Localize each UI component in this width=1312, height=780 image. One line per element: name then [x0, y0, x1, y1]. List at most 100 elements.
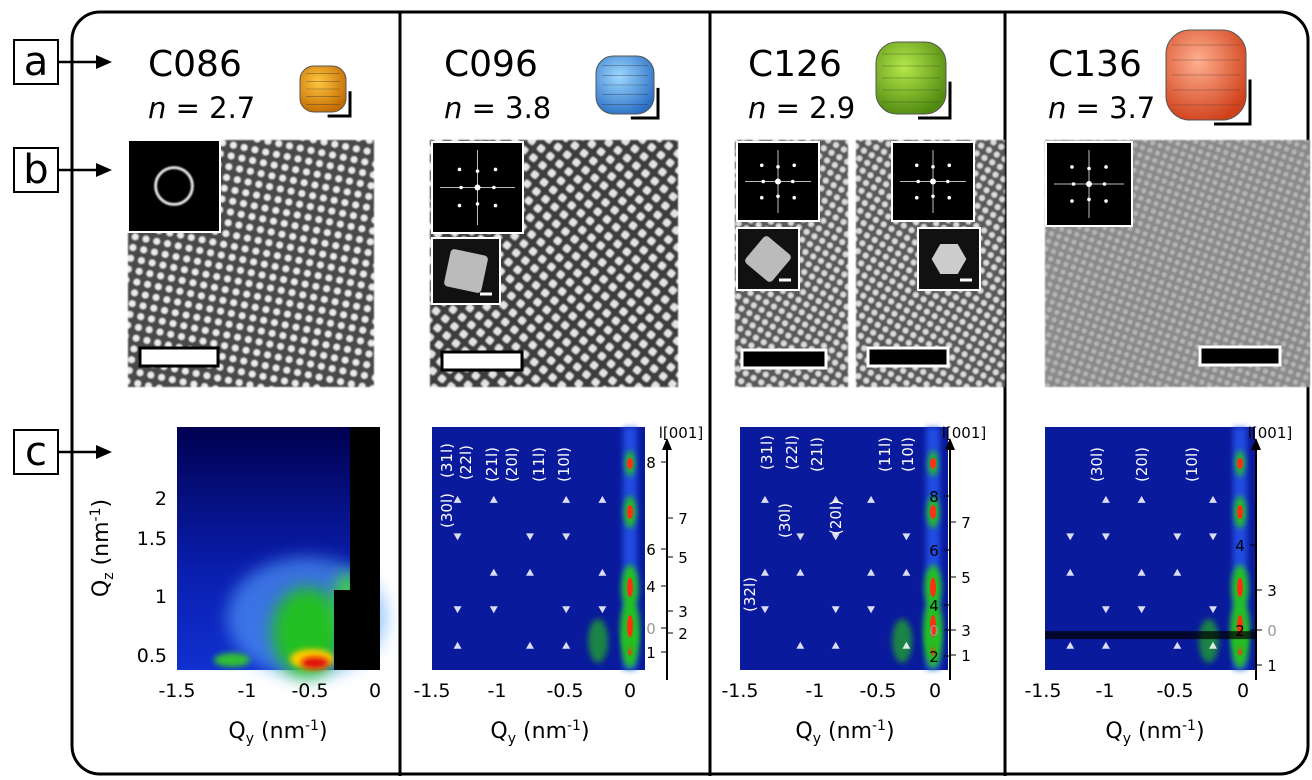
l-tick-label: 0	[1267, 622, 1277, 640]
y-tick-label: 1.5	[137, 528, 167, 550]
peak-marker	[1137, 568, 1146, 576]
axis-label-part: -1	[88, 507, 104, 521]
fft-spot	[916, 179, 921, 184]
sample-name: C086	[148, 44, 242, 85]
axis-label: Qy (nm-1)	[1105, 718, 1204, 747]
peak-label: (31l)	[758, 435, 776, 470]
l-tick-label: 2	[678, 625, 688, 643]
fft-spot	[493, 167, 498, 172]
intensity	[588, 618, 609, 663]
peak-marker	[1137, 495, 1146, 503]
peak-marker	[796, 533, 805, 541]
fft-spot	[492, 185, 496, 190]
fft-spot	[1087, 166, 1091, 171]
x-tick-label: -0.5	[291, 680, 328, 702]
peak-label: (10l)	[555, 447, 573, 482]
fft-spot	[759, 163, 764, 168]
l-axis-arrow	[662, 438, 672, 450]
row-label: a	[24, 39, 49, 85]
fft-spot	[947, 163, 952, 168]
peak-marker	[831, 606, 840, 614]
n-value: = 2.7	[166, 91, 255, 125]
scale-bar	[138, 346, 220, 368]
intensity	[930, 457, 936, 470]
fft-spot	[931, 164, 935, 169]
fft-center	[474, 184, 481, 191]
intensity	[1237, 505, 1243, 520]
peak-marker	[902, 533, 911, 541]
peak-label: (20l)	[503, 447, 521, 482]
l-tick-label: 4	[646, 578, 656, 596]
fft-spot	[1087, 197, 1091, 202]
particle	[444, 249, 488, 293]
l-tick-label: 4	[1235, 537, 1245, 555]
peak-marker	[1173, 568, 1182, 576]
axis-label-part: y	[1123, 731, 1131, 747]
axis-label-part: (nm	[89, 521, 114, 572]
n-symbol: n	[1048, 91, 1066, 125]
peak-marker	[525, 641, 534, 649]
row-label: b	[23, 147, 48, 193]
peak-marker	[489, 606, 498, 614]
peak-label: (11l)	[876, 437, 894, 472]
l-tick-label: 3	[1267, 582, 1277, 600]
detector-mask	[334, 590, 380, 670]
x-tick-label: -1	[806, 680, 825, 702]
particle	[745, 236, 791, 282]
fft-spot	[792, 163, 797, 168]
fft-spot	[792, 195, 797, 200]
peak-label: (30l)	[1088, 447, 1106, 482]
x-tick-label: -0.5	[1156, 680, 1193, 702]
peak-label: (20l)	[827, 500, 845, 535]
peak-marker	[598, 606, 607, 614]
scale-bar	[1198, 345, 1282, 367]
axis-label-part: y	[246, 731, 254, 747]
peak-label: (20l)	[1133, 447, 1151, 482]
intensity	[627, 505, 633, 520]
peak-marker	[1173, 533, 1182, 541]
l-axis-label: l[001]	[659, 424, 704, 442]
x-tick-label: -1.5	[158, 680, 195, 702]
l-axis-arrow	[1251, 438, 1261, 450]
peak-marker	[796, 641, 805, 649]
peak-label: (31l)	[438, 443, 456, 478]
peak-marker	[1101, 533, 1110, 541]
scattering-map	[1045, 427, 1255, 670]
x-tick-label: -0.5	[859, 680, 896, 702]
l-tick-label: 5	[678, 549, 688, 567]
shape-parameter: n = 3.7	[1048, 91, 1155, 125]
panel: C096 n = 3.8 (30l) (31l) (22l) (21l) (20l) (11l…	[413, 44, 703, 747]
peak-marker	[1101, 606, 1110, 614]
fft-spot	[493, 203, 498, 208]
l-axis-label: l[001]	[942, 424, 987, 442]
sample-name: C136	[1048, 44, 1142, 85]
peak-marker	[1173, 641, 1182, 649]
fft-spot	[776, 194, 780, 199]
peak-marker	[831, 641, 840, 649]
peak-label: (30l)	[438, 493, 456, 528]
fft-spot	[947, 195, 952, 200]
fft-center	[1086, 181, 1092, 187]
axis-label: Qz (nm-1)	[88, 499, 117, 597]
axis-label-part: Q	[89, 580, 114, 597]
x-tick-label: -1.5	[413, 680, 450, 702]
intensity	[930, 505, 936, 520]
peak-marker	[1137, 606, 1146, 614]
icon-bracket	[327, 91, 352, 118]
intensity	[1237, 577, 1243, 598]
l-tick-label: 8	[646, 454, 656, 472]
peak-label: (21l)	[483, 447, 501, 482]
fft-spot	[475, 169, 480, 173]
axis-label: Qy (nm-1)	[795, 718, 894, 747]
arrow-head	[96, 445, 112, 459]
axis-label-part: )	[886, 719, 895, 744]
fft-spot	[459, 185, 463, 190]
scale-bar	[740, 348, 828, 370]
axis-label: Qy (nm-1)	[490, 718, 589, 747]
x-tick-label: 0	[1237, 680, 1249, 702]
l-tick-label: 8	[929, 488, 939, 506]
peak-label: (10l)	[899, 437, 917, 472]
icon-bracket	[630, 87, 660, 120]
peak-marker	[598, 495, 607, 503]
